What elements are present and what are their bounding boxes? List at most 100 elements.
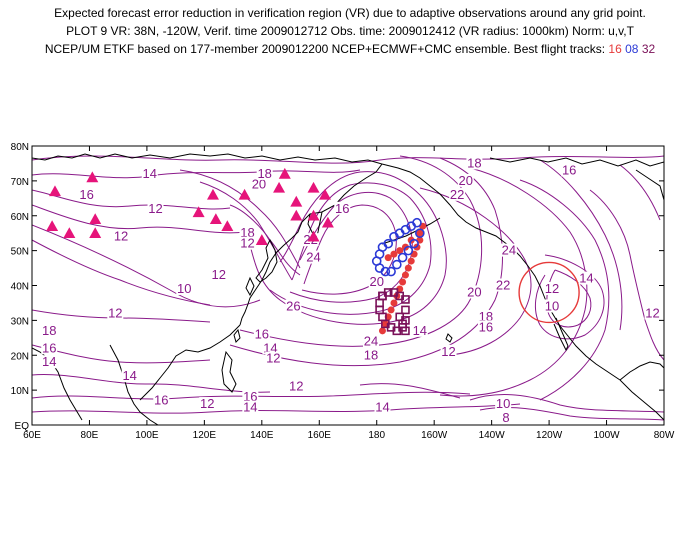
contour-label-bg xyxy=(242,390,259,404)
contour-label: 18 xyxy=(240,225,254,240)
lon-label: 100W xyxy=(593,430,620,441)
contour-label: 18 xyxy=(479,309,493,324)
track-08-point xyxy=(397,252,408,263)
contour-label-bg xyxy=(362,334,379,348)
contour-label: 16 xyxy=(79,187,93,202)
contour-label: 20 xyxy=(369,274,383,289)
lon-label: 140W xyxy=(479,430,506,441)
contour-label: 14 xyxy=(263,340,277,355)
plot-header: Expected forecast error reduction in ver… xyxy=(0,4,700,58)
coastline-gulf-mexico xyxy=(619,361,664,381)
contour-label-bg xyxy=(411,323,428,337)
contour-label-bg xyxy=(41,323,58,337)
observation-triangle xyxy=(278,167,291,179)
header-line-2: PLOT 9 VR: 38N, -120W, Verif. time 20090… xyxy=(66,24,634,38)
contour-label: 18 xyxy=(42,323,56,338)
contour-label: 12 xyxy=(240,236,254,251)
contour-label-bg xyxy=(176,281,193,295)
contour-label: 18 xyxy=(257,166,271,181)
lat-label: 40N xyxy=(11,282,29,293)
contour-label-bg xyxy=(362,348,379,362)
contour-line xyxy=(32,169,361,179)
contour-label: 24 xyxy=(502,243,516,258)
contour-label: 26 xyxy=(286,298,300,313)
observation-triangle xyxy=(86,171,99,183)
contour-label-bg xyxy=(210,268,227,282)
contour-label: 22 xyxy=(496,278,510,293)
contour-line xyxy=(32,374,271,393)
contour-line xyxy=(469,394,664,413)
contour-label: 14 xyxy=(122,368,136,383)
observation-triangles xyxy=(46,167,334,245)
contour-label-bg xyxy=(285,299,302,313)
contour-label-bg xyxy=(147,201,164,215)
contour-label: 12 xyxy=(148,201,162,216)
contour-label: 16 xyxy=(243,389,257,404)
contour-label-bg xyxy=(543,281,560,295)
track-32-label: 32 xyxy=(641,42,656,56)
contour-label: 12 xyxy=(441,344,455,359)
contour-label-bg xyxy=(477,309,494,323)
track-32-point xyxy=(401,305,410,315)
flight-tracks xyxy=(371,217,427,336)
contour-label: 20 xyxy=(252,176,266,191)
contour-label: 14 xyxy=(143,166,157,181)
observation-triangle xyxy=(221,220,234,232)
contour-label-bg xyxy=(449,187,466,201)
contour-label-bg xyxy=(199,397,216,411)
track-08-point xyxy=(415,228,425,238)
track-16-point xyxy=(390,250,398,258)
lon-label: 120W xyxy=(536,430,563,441)
observation-triangle xyxy=(307,230,320,242)
contour-label-bg xyxy=(121,369,138,383)
contour-label: 10 xyxy=(545,298,559,313)
coastline-japan xyxy=(255,238,278,283)
contour-label-bg xyxy=(495,278,512,292)
track-32-point xyxy=(401,295,410,304)
observation-triangle xyxy=(273,181,286,193)
coastline-indochina xyxy=(109,344,159,425)
contour-label: 14 xyxy=(413,323,427,338)
contour-label-bg xyxy=(498,411,514,425)
lat-label: 70N xyxy=(11,177,29,188)
contour-labels: 1416121210121812201816222426201218161416… xyxy=(41,155,661,425)
observation-triangle xyxy=(89,213,102,225)
track-08-point xyxy=(389,231,399,242)
track-32-point xyxy=(375,298,384,308)
contour-label-bg xyxy=(334,201,351,215)
observation-triangle xyxy=(255,234,268,245)
track-32-point xyxy=(378,291,387,301)
contour-line xyxy=(32,155,664,164)
contour-label: 16 xyxy=(479,319,493,334)
contour-label-bg xyxy=(466,156,483,170)
observation-triangle xyxy=(321,216,334,228)
contour-label-bg xyxy=(41,355,58,369)
contour-line xyxy=(32,239,211,306)
contour-line xyxy=(199,181,293,281)
contour-label-bg xyxy=(239,226,256,240)
track-16-point xyxy=(401,271,409,279)
contour-label: 22 xyxy=(450,187,464,202)
coastline-hudson xyxy=(635,169,664,201)
lon-label: 180 xyxy=(368,430,385,441)
track-16-label: 16 xyxy=(608,42,622,56)
verification-region xyxy=(518,261,580,324)
contour-line xyxy=(419,187,532,356)
contour-line xyxy=(534,254,605,340)
contour-line xyxy=(179,169,301,269)
contour-label-bg xyxy=(141,166,158,180)
lat-label: 20N xyxy=(11,351,29,362)
contour-line xyxy=(439,167,588,397)
observation-triangle xyxy=(48,185,61,197)
contour-label-bg xyxy=(457,173,474,187)
contour-label: 20 xyxy=(467,284,481,299)
contour-label-bg xyxy=(256,166,273,180)
contour-label: 12 xyxy=(108,305,122,320)
contour-label-bg xyxy=(153,393,170,407)
lat-label: EQ xyxy=(15,421,30,432)
observation-triangle xyxy=(209,213,222,225)
lat-label: 60N xyxy=(11,212,29,223)
contour-label: 12 xyxy=(200,396,214,411)
contour-line xyxy=(269,182,432,315)
